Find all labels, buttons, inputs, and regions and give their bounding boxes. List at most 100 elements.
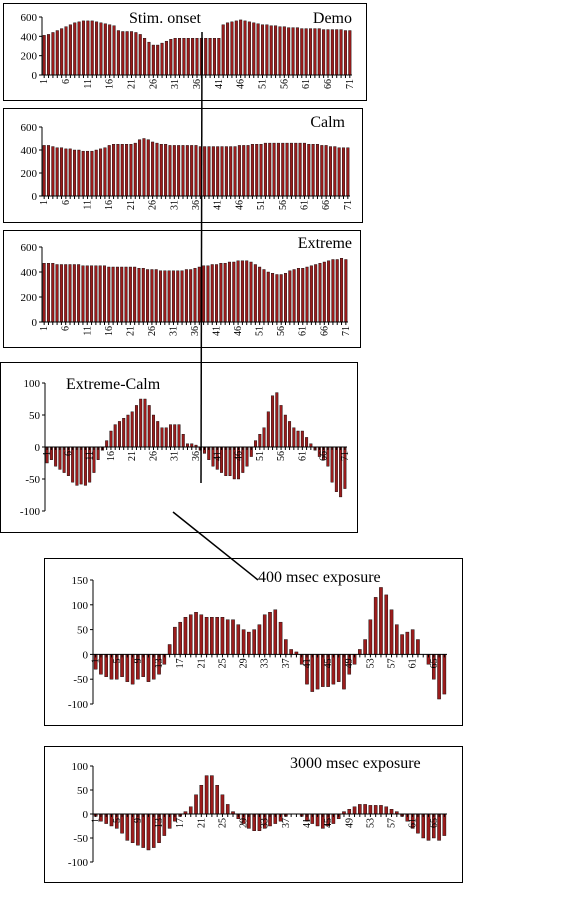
bar (232, 261, 236, 323)
bar (163, 270, 167, 323)
bar (75, 446, 79, 486)
bar (133, 266, 137, 323)
bar (271, 395, 275, 448)
bar (300, 430, 304, 448)
chart-title: 400 msec exposure (258, 569, 381, 586)
bar (305, 266, 309, 323)
bar (164, 427, 168, 448)
bar (334, 446, 338, 492)
x-tick-label: 36 (191, 200, 202, 210)
bar (333, 146, 337, 197)
bar (279, 274, 283, 323)
x-tick-label: 26 (148, 79, 159, 89)
x-tick-label: 21 (127, 79, 138, 89)
bar (442, 813, 447, 836)
bar (194, 612, 198, 655)
bar (223, 263, 227, 323)
bar (169, 39, 173, 76)
bar (109, 654, 114, 680)
bar (339, 29, 343, 76)
bar (294, 142, 298, 197)
x-tick-label: 61 (298, 326, 309, 336)
x-tick-label: 61 (408, 658, 419, 668)
x-tick-label: 1 (39, 326, 50, 331)
bar (389, 609, 394, 655)
bar (379, 587, 383, 655)
x-tick-label: 37 (281, 818, 292, 828)
x-tick-label: 21 (126, 200, 137, 210)
bar (77, 21, 81, 76)
bar (292, 269, 296, 323)
x-tick-label: 51 (257, 79, 268, 89)
bar (77, 149, 81, 197)
bar (130, 411, 134, 448)
bar (246, 145, 250, 197)
bar (236, 624, 241, 655)
x-tick-label: 11 (83, 200, 94, 210)
bar (289, 649, 293, 655)
x-tick-label: 45 (323, 818, 334, 828)
x-tick-label: 53 (365, 658, 376, 668)
bar (81, 150, 85, 197)
chart-title: Demo (313, 10, 352, 27)
x-tick-label: 61 (297, 451, 308, 461)
bar (363, 639, 367, 655)
x-tick-label: 66 (321, 200, 332, 210)
x-tick-label: 51 (255, 451, 266, 461)
bar (219, 263, 223, 323)
bar (281, 142, 285, 197)
bar (311, 144, 315, 197)
bar (182, 38, 186, 76)
bar (72, 264, 76, 323)
bar (177, 424, 181, 448)
x-tick-label: 65 (429, 658, 440, 668)
bar (186, 38, 190, 76)
bar (207, 146, 211, 197)
y-tick-label: 100 (72, 600, 89, 612)
y-tick-label: 0 (32, 70, 38, 82)
bar (240, 260, 244, 323)
bar (421, 813, 426, 839)
bar (159, 270, 163, 323)
bar (341, 147, 345, 197)
bar (384, 594, 389, 655)
bar (252, 629, 256, 655)
bar (220, 794, 225, 815)
bar (295, 27, 299, 76)
bar (204, 617, 209, 655)
bar (309, 28, 313, 76)
bar (368, 619, 373, 655)
bar (324, 145, 328, 197)
bar (296, 268, 300, 323)
bar (107, 266, 111, 323)
bar (188, 614, 193, 655)
x-tick-label: 11 (85, 451, 96, 461)
bar (279, 405, 283, 448)
bar (296, 430, 300, 448)
y-tick-label: 50 (29, 410, 41, 422)
bar (268, 142, 272, 197)
x-tick-label: 26 (147, 326, 158, 336)
x-tick-label: 49 (344, 818, 355, 828)
bar (173, 38, 177, 76)
bar (73, 149, 77, 197)
bar (55, 264, 59, 323)
bar (363, 804, 367, 815)
bar (265, 24, 269, 76)
y-tick-label: -100 (68, 699, 89, 711)
bar (173, 626, 177, 655)
bar (274, 25, 278, 76)
x-tick-label: 5 (112, 818, 123, 823)
bar (236, 260, 240, 323)
x-tick-label: 25 (217, 818, 228, 828)
x-tick-label: 57 (387, 818, 398, 828)
x-tick-label: 31 (169, 200, 180, 210)
bar (164, 144, 168, 197)
x-tick-label: 53 (365, 818, 376, 828)
bar (250, 144, 254, 197)
x-tick-label: 16 (106, 451, 117, 461)
bar (292, 427, 296, 448)
x-tick-label: 71 (343, 200, 354, 210)
